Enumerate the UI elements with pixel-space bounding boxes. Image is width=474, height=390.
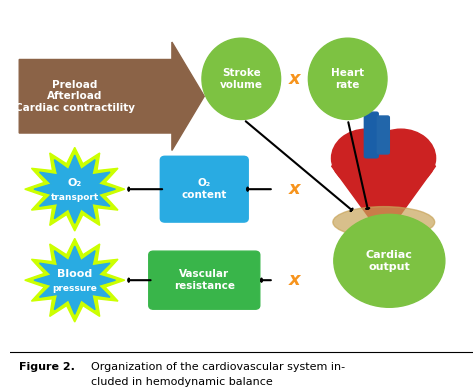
- Text: O₂: O₂: [68, 178, 82, 188]
- Polygon shape: [34, 155, 116, 223]
- Ellipse shape: [202, 38, 281, 119]
- Polygon shape: [34, 246, 116, 314]
- Polygon shape: [25, 147, 125, 231]
- Text: O₂
content: O₂ content: [182, 178, 227, 200]
- Ellipse shape: [334, 215, 445, 307]
- FancyBboxPatch shape: [149, 251, 260, 309]
- Text: Stroke
volume: Stroke volume: [220, 68, 263, 90]
- Text: pressure: pressure: [52, 284, 97, 293]
- Polygon shape: [331, 166, 436, 238]
- Text: Heart
rate: Heart rate: [331, 68, 364, 90]
- Circle shape: [331, 129, 401, 187]
- FancyArrow shape: [19, 42, 204, 151]
- Text: Preload
Afterload
Cardiac contractility: Preload Afterload Cardiac contractility: [15, 80, 135, 113]
- FancyBboxPatch shape: [377, 116, 389, 154]
- Text: x: x: [289, 271, 301, 289]
- Text: Blood: Blood: [57, 269, 92, 279]
- Text: x: x: [289, 70, 301, 88]
- FancyBboxPatch shape: [365, 112, 378, 158]
- Text: cluded in hemodynamic balance: cluded in hemodynamic balance: [91, 377, 273, 386]
- Text: x: x: [289, 180, 301, 198]
- Text: Figure 2.: Figure 2.: [19, 362, 75, 372]
- Text: transport: transport: [51, 193, 99, 202]
- Ellipse shape: [333, 207, 435, 238]
- Text: Vascular
resistance: Vascular resistance: [174, 269, 235, 291]
- FancyBboxPatch shape: [160, 156, 248, 222]
- Ellipse shape: [309, 38, 387, 119]
- Polygon shape: [25, 238, 125, 322]
- Text: Organization of the cardiovascular system in-: Organization of the cardiovascular syste…: [91, 362, 345, 372]
- Text: Cardiac
output: Cardiac output: [366, 250, 413, 271]
- Circle shape: [366, 129, 436, 187]
